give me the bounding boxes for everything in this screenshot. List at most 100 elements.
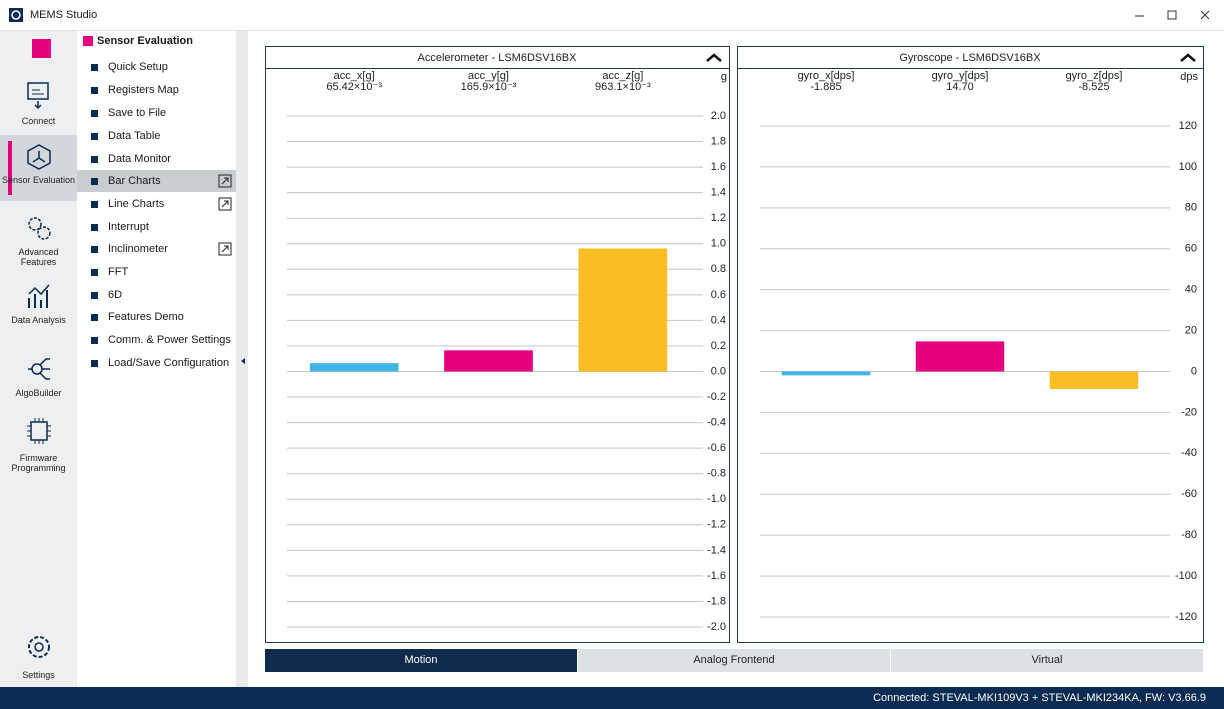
y-tick-label: 80 [1185, 202, 1197, 214]
y-tick-label: -80 [1181, 529, 1197, 541]
menu-marker [83, 36, 93, 46]
open-icon[interactable] [218, 197, 232, 211]
menu-item[interactable]: Registers Map [77, 79, 236, 101]
menu-item[interactable]: Quick Setup [77, 56, 236, 78]
menu-item[interactable]: Data Table [77, 125, 236, 147]
settings-icon[interactable] [26, 634, 52, 660]
status-text: Connected: STEVAL-MKI109V3 + STEVAL-MKI2… [873, 692, 1206, 704]
y-tick-label: 1.6 [711, 161, 726, 173]
bar [1049, 371, 1139, 389]
unit-label: dps [1180, 71, 1198, 83]
sidebar-item[interactable]: Advanced Features [18, 247, 59, 267]
y-tick-label: 1.2 [711, 212, 726, 224]
analysis-icon[interactable] [26, 282, 52, 310]
y-tick-label: 0.6 [711, 289, 726, 301]
y-tick-label: 0.0 [711, 365, 726, 377]
menu-label: FFT [108, 266, 129, 278]
y-tick-label: -1.4 [707, 544, 726, 556]
menu-label: Comm. & Power Settings [108, 334, 231, 346]
tab-active[interactable]: Motion [265, 649, 577, 672]
window-title: MEMS Studio [30, 9, 98, 21]
chart-title: Gyroscope - LSM6DSV16BX [899, 52, 1041, 64]
menu-label: 6D [108, 289, 123, 301]
y-tick-label: -40 [1181, 447, 1197, 459]
connect-icon[interactable] [26, 81, 52, 111]
tab[interactable]: Virtual [891, 649, 1203, 672]
menu-label: Save to File [108, 107, 167, 119]
y-tick-label: 0.2 [711, 340, 726, 352]
category-label: acc_y[g] [468, 70, 509, 82]
menu-item-active[interactable]: Bar Charts [77, 170, 236, 192]
close[interactable] [1200, 10, 1210, 20]
y-tick-label: -120 [1175, 611, 1197, 623]
sidebar-item[interactable]: Settings [22, 670, 55, 680]
bar [781, 371, 871, 376]
value-label: 165.9×10⁻³ [461, 81, 517, 93]
category-label: acc_x[g] [334, 70, 375, 82]
menu-item[interactable]: Line Charts [77, 193, 236, 215]
menu-title: Sensor Evaluation [97, 35, 193, 47]
collapse-strip [236, 31, 248, 687]
status-bar: Connected: STEVAL-MKI109V3 + STEVAL-MKI2… [0, 687, 1224, 709]
tab[interactable]: Analog Frontend [578, 649, 890, 672]
menu-label: Bar Charts [108, 175, 161, 187]
menu-item[interactable]: Data Monitor [77, 148, 236, 170]
category-label: acc_z[g] [602, 70, 643, 82]
menu-label: Registers Map [108, 84, 179, 96]
y-tick-label: 1.4 [711, 187, 726, 199]
y-tick-label: -0.6 [707, 442, 726, 454]
menu-label: Data Table [108, 130, 161, 142]
menu-item[interactable]: Save to File [77, 102, 236, 124]
chart-title: Accelerometer - LSM6DSV16BX [418, 52, 578, 64]
menu-label: Load/Save Configuration [108, 357, 230, 369]
bar [578, 248, 668, 372]
app-icon [9, 8, 23, 22]
firmware-icon[interactable] [26, 417, 52, 447]
sidebar-item[interactable]: AlgoBuilder [15, 388, 62, 398]
logo [32, 39, 51, 58]
menu-item[interactable]: Load/Save Configuration [77, 352, 236, 374]
y-tick-label: -0.2 [707, 391, 726, 403]
menu-item[interactable]: 6D [77, 284, 236, 306]
sensor-icon[interactable] [26, 143, 52, 171]
value-label: -8.525 [1078, 81, 1109, 93]
y-tick-label: 0.4 [711, 314, 726, 326]
menu-item[interactable]: Features Demo [77, 306, 236, 328]
open-icon[interactable] [218, 174, 232, 188]
advanced-icon[interactable] [25, 214, 53, 242]
y-tick-label: 1.8 [711, 135, 726, 147]
menu-item[interactable]: Interrupt [77, 216, 236, 238]
y-tick-label: -1.8 [707, 595, 726, 607]
value-label: -1.885 [810, 81, 841, 93]
menu-label: Inclinometer [108, 243, 168, 255]
collapse-arrow[interactable] [239, 357, 247, 365]
menu: Sensor Evaluation Quick Setup Registers … [77, 31, 236, 687]
y-tick-label: 1.0 [711, 238, 726, 250]
category-label: gyro_z[dps] [1066, 70, 1123, 82]
y-tick-label: -1.0 [707, 493, 726, 505]
y-tick-label: -1.2 [707, 519, 726, 531]
sidebar-item[interactable]: Sensor Evaluation [1, 175, 76, 185]
sidebar-item[interactable]: Firmware Programming [11, 453, 66, 473]
open-icon[interactable] [218, 242, 232, 256]
active-marker [8, 141, 12, 195]
menu-item[interactable]: Inclinometer [77, 238, 236, 260]
value-label: 65.42×10⁻³ [326, 81, 382, 93]
collapse-caret[interactable] [706, 53, 722, 62]
bar [309, 363, 399, 372]
category-label: gyro_y[dps] [932, 70, 989, 82]
sidebar-item[interactable]: Data Analysis [11, 315, 66, 325]
collapse-caret[interactable] [1180, 53, 1196, 62]
y-tick-label: -100 [1175, 570, 1197, 582]
menu-item[interactable]: Comm. & Power Settings [77, 329, 236, 351]
y-tick-label: -1.6 [707, 570, 726, 582]
menu-label: Interrupt [108, 221, 149, 233]
category-label: gyro_x[dps] [798, 70, 855, 82]
sidebar: Connect Sensor Evaluation Advanced Featu… [0, 31, 77, 687]
sidebar-item[interactable]: Connect [21, 116, 56, 126]
algobuilder-icon[interactable] [26, 355, 52, 383]
maximize[interactable] [1167, 10, 1177, 20]
y-tick-label: 100 [1179, 161, 1197, 173]
menu-item[interactable]: FFT [77, 261, 236, 283]
